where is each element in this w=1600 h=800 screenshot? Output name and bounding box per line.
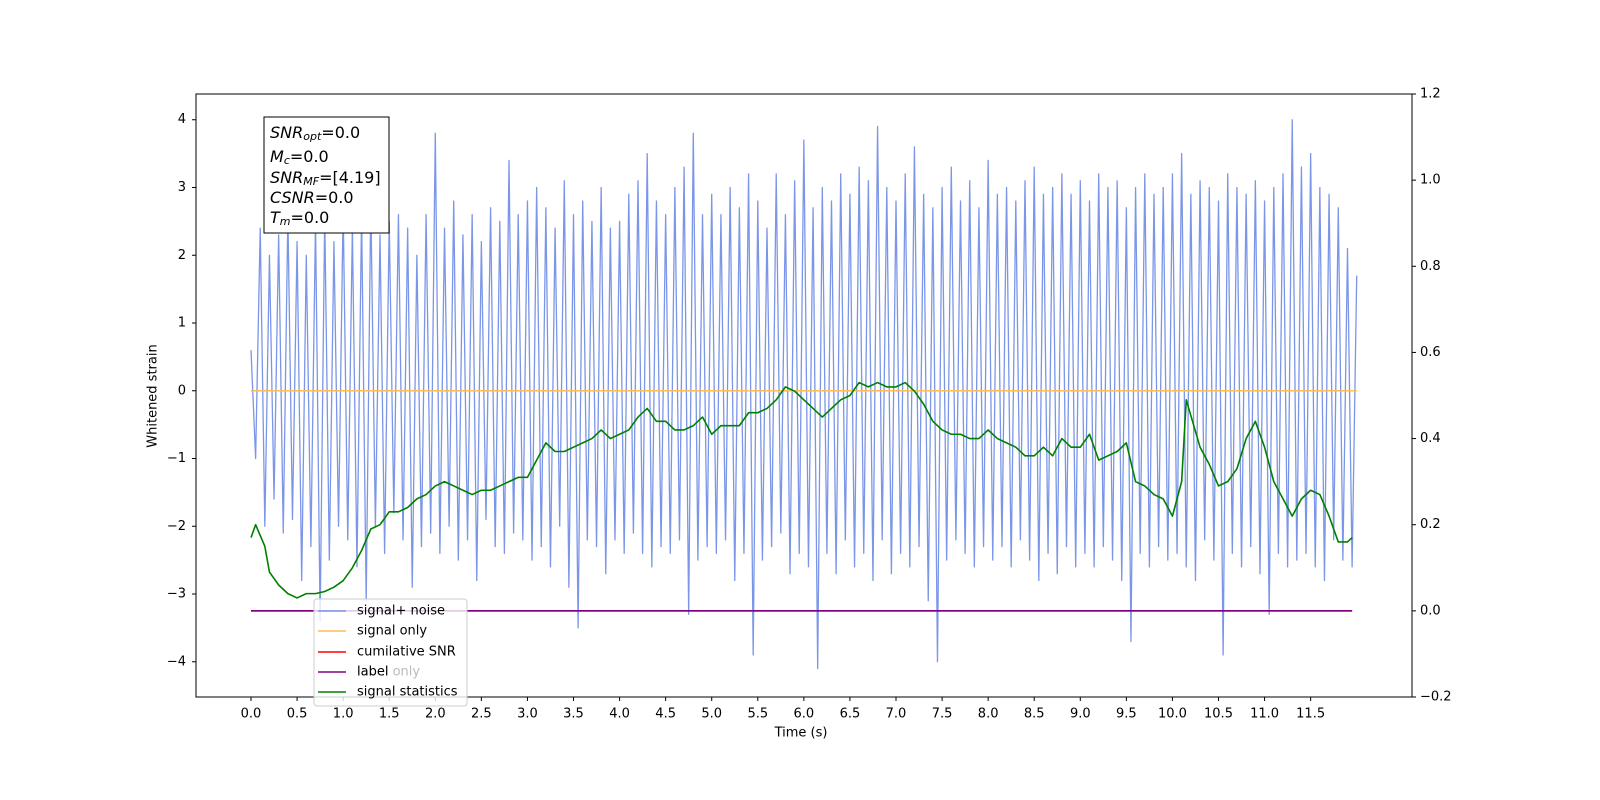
annotation-value: =0.0 [291,208,330,227]
y-tick-label: 2 [178,248,186,263]
annotation-subscript: c [284,154,290,167]
legend-label: signal only [357,624,427,639]
y-tick-label: −3 [167,587,186,602]
x-tick-label: 8.5 [1024,707,1045,722]
legend-label: signal+ noise [357,604,445,619]
x-tick-label: 11.0 [1250,707,1279,722]
annotation-box [263,116,390,234]
annotation-line: SNRMF=[4.19] [270,168,381,189]
series-line [250,119,1358,670]
annotation-symbol: CSNR [270,188,315,207]
y-tick-label: 1 [178,316,186,331]
x-tick-label: 10.0 [1158,707,1187,722]
y2-tick-label: 0.4 [1420,431,1441,446]
y2-tick-label: 0.8 [1420,259,1441,274]
annotation-symbol: SNR [270,168,303,187]
x-tick-label: 11.5 [1296,707,1325,722]
x-tick-label: 8.0 [978,707,999,722]
annotation-line: CSNR=0.0 [270,188,354,207]
x-tick-label: 1.0 [333,707,354,722]
y-tick-label: 4 [178,112,186,127]
x-axis-label: Time (s) [774,726,828,741]
x-tick-label: 6.5 [840,707,861,722]
y2-tick-label: 0.2 [1420,517,1441,532]
annotation-symbol: T [270,208,281,227]
annotation-subscript: opt [303,130,322,143]
legend-label: signal statistics [357,685,458,700]
x-tick-label: 4.5 [655,707,676,722]
annotation-value: =0.0 [321,123,360,142]
y-tick-label: −2 [167,519,186,534]
y2-tick-label: 0.6 [1420,345,1441,360]
y-axis-label: Whitened strain [146,344,161,447]
annotation-value: =[4.19] [319,168,381,187]
annotation-value: =0.0 [315,188,354,207]
legend-ghost-label: label only [357,665,420,680]
annotation-subscript: MF [303,175,319,188]
annotation-subscript: m [280,215,291,228]
x-tick-label: 3.5 [563,707,584,722]
x-tick-label: 5.5 [747,707,768,722]
annotation-symbol: SNR [270,123,303,142]
legend-label: cumilative SNR [357,645,456,660]
x-tick-label: 6.0 [794,707,815,722]
annotation-line: SNRopt=0.0 [270,123,360,144]
y2-tick-label: 0.0 [1420,603,1441,618]
x-tick-label: 0.0 [241,707,262,722]
y-tick-label: −1 [167,451,186,466]
y2-tick-label: −0.2 [1420,690,1452,705]
y-tick-label: 0 [178,383,186,398]
y2-tick-label: 1.2 [1420,87,1441,102]
x-tick-label: 7.5 [932,707,953,722]
x-tick-label: 1.5 [379,707,400,722]
x-tick-label: 7.0 [886,707,907,722]
x-tick-label: 10.5 [1204,707,1233,722]
x-tick-label: 0.5 [287,707,308,722]
x-tick-label: 9.0 [1070,707,1091,722]
y-tick-label: −4 [167,654,186,669]
legend-label: label [357,665,388,680]
x-tick-label: 2.5 [471,707,492,722]
legend-box [313,598,468,707]
series-line [250,381,1353,599]
annotation-line: Tm=0.0 [270,208,329,229]
y2-tick-label: 1.0 [1420,173,1441,188]
x-tick-label: 5.0 [701,707,722,722]
y-tick-label: 3 [178,180,186,195]
x-tick-label: 2.0 [425,707,446,722]
annotation-value: =0.0 [290,147,329,166]
x-tick-label: 9.5 [1116,707,1137,722]
x-tick-label: 3.0 [517,707,538,722]
annotation-symbol: M [270,147,284,166]
x-tick-label: 4.0 [609,707,630,722]
annotation-line: Mc=0.0 [270,147,329,168]
